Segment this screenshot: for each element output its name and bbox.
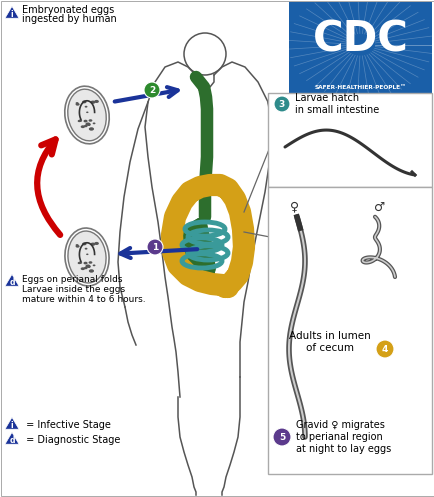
Text: http://www.dpd.cdc.gov/dpdx: http://www.dpd.cdc.gov/dpdx bbox=[304, 102, 416, 111]
Ellipse shape bbox=[83, 262, 87, 264]
Polygon shape bbox=[174, 217, 214, 287]
Text: 2: 2 bbox=[148, 85, 155, 94]
Text: 5: 5 bbox=[278, 432, 284, 441]
Ellipse shape bbox=[89, 119, 92, 122]
Text: SAFER·HEALTHIER·PEOPLE™: SAFER·HEALTHIER·PEOPLE™ bbox=[314, 84, 405, 89]
Ellipse shape bbox=[94, 100, 99, 103]
Text: 4: 4 bbox=[381, 344, 387, 353]
Text: Larvae hatch
in small intestine: Larvae hatch in small intestine bbox=[294, 93, 378, 115]
Ellipse shape bbox=[85, 122, 90, 126]
Ellipse shape bbox=[78, 119, 82, 122]
Ellipse shape bbox=[78, 261, 82, 264]
Ellipse shape bbox=[68, 89, 106, 141]
Text: i: i bbox=[11, 421, 13, 430]
FancyArrowPatch shape bbox=[37, 139, 60, 235]
FancyBboxPatch shape bbox=[288, 2, 431, 97]
Ellipse shape bbox=[86, 253, 88, 255]
Text: Eggs on perianal folds: Eggs on perianal folds bbox=[22, 274, 122, 283]
Ellipse shape bbox=[88, 266, 90, 267]
Circle shape bbox=[144, 82, 160, 98]
FancyBboxPatch shape bbox=[267, 93, 431, 187]
Polygon shape bbox=[5, 274, 19, 286]
Ellipse shape bbox=[84, 267, 87, 269]
FancyBboxPatch shape bbox=[267, 187, 431, 474]
Ellipse shape bbox=[80, 125, 85, 128]
Ellipse shape bbox=[85, 264, 90, 268]
Ellipse shape bbox=[68, 231, 106, 283]
Text: 3: 3 bbox=[278, 99, 284, 108]
Polygon shape bbox=[5, 417, 19, 429]
Text: d: d bbox=[9, 278, 15, 287]
Ellipse shape bbox=[80, 267, 85, 270]
Text: i: i bbox=[11, 10, 13, 19]
Ellipse shape bbox=[78, 262, 81, 264]
Ellipse shape bbox=[76, 245, 79, 248]
Ellipse shape bbox=[89, 127, 94, 131]
Circle shape bbox=[147, 239, 163, 255]
Ellipse shape bbox=[85, 106, 87, 108]
Text: Larvae inside the eggs: Larvae inside the eggs bbox=[22, 284, 125, 294]
Text: Gravid ♀ migrates
to perianal region
at night to lay eggs: Gravid ♀ migrates to perianal region at … bbox=[295, 420, 390, 454]
Ellipse shape bbox=[83, 120, 87, 122]
Text: ♂: ♂ bbox=[374, 200, 385, 214]
Ellipse shape bbox=[76, 244, 79, 246]
Ellipse shape bbox=[65, 86, 109, 144]
Ellipse shape bbox=[88, 124, 90, 125]
Text: d: d bbox=[9, 436, 15, 445]
Ellipse shape bbox=[76, 102, 79, 104]
Ellipse shape bbox=[85, 248, 87, 249]
Polygon shape bbox=[5, 432, 19, 444]
Ellipse shape bbox=[89, 261, 92, 264]
Ellipse shape bbox=[94, 242, 99, 245]
Ellipse shape bbox=[92, 264, 95, 266]
Text: = Diagnostic Stage: = Diagnostic Stage bbox=[23, 435, 120, 445]
Text: CDC: CDC bbox=[312, 19, 408, 61]
Text: mature within 4 to 6 hours.: mature within 4 to 6 hours. bbox=[22, 295, 145, 304]
Ellipse shape bbox=[89, 269, 94, 273]
Ellipse shape bbox=[65, 228, 109, 286]
Ellipse shape bbox=[86, 111, 88, 113]
Text: 1: 1 bbox=[151, 243, 158, 251]
Ellipse shape bbox=[90, 100, 95, 104]
Ellipse shape bbox=[82, 100, 86, 103]
Circle shape bbox=[375, 340, 393, 358]
Ellipse shape bbox=[88, 266, 90, 268]
Ellipse shape bbox=[92, 122, 95, 124]
Text: = Infective Stage: = Infective Stage bbox=[23, 420, 111, 430]
Ellipse shape bbox=[84, 125, 87, 127]
Ellipse shape bbox=[82, 243, 86, 246]
Ellipse shape bbox=[76, 103, 79, 106]
Ellipse shape bbox=[88, 124, 90, 126]
Ellipse shape bbox=[78, 120, 81, 122]
Text: ingested by human: ingested by human bbox=[22, 14, 116, 24]
Text: Adults in lumen
of cecum: Adults in lumen of cecum bbox=[289, 331, 370, 353]
Polygon shape bbox=[5, 6, 19, 18]
Text: Embryonated eggs: Embryonated eggs bbox=[22, 5, 114, 15]
Ellipse shape bbox=[90, 243, 95, 246]
Text: ♀: ♀ bbox=[290, 200, 299, 214]
Circle shape bbox=[273, 96, 289, 112]
Circle shape bbox=[273, 428, 290, 446]
